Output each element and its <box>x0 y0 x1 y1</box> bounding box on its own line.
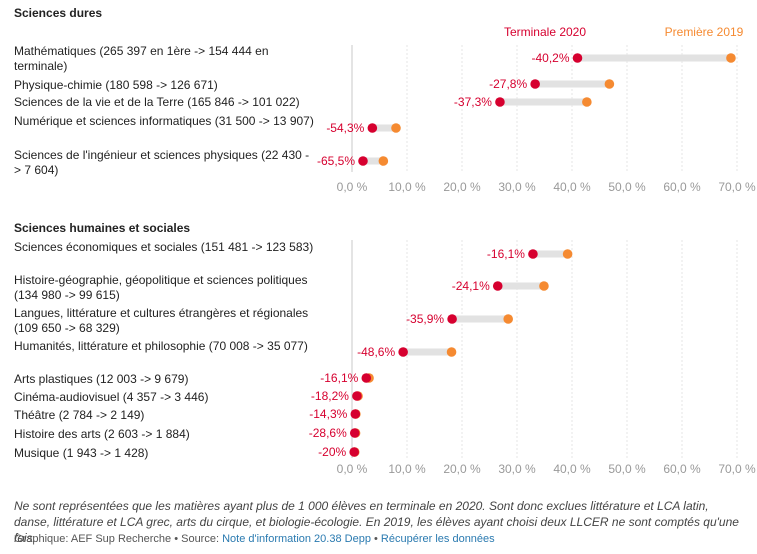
change-label: -18,2% <box>311 389 349 403</box>
row-label: Sciences de l'ingénieur et sciences phys… <box>14 148 310 177</box>
row-label: Humanités, littérature et philosophie (7… <box>14 339 308 353</box>
download-data-link[interactable]: Récupérer les données <box>380 533 495 545</box>
row-label: Cinéma-audiovisuel (4 357 -> 3 446) <box>14 390 209 404</box>
change-label: -27,8% <box>489 77 527 91</box>
change-label: -16,1% <box>320 371 358 385</box>
row-label: Physique-chimie (180 598 -> 126 671) <box>14 78 218 92</box>
legend-premiere: Première 2019 <box>665 25 744 39</box>
row-label: Mathématiques (265 397 en 1ère -> 154 44… <box>14 44 269 73</box>
change-label: -48,6% <box>357 345 395 359</box>
dot-terminale-2020 <box>447 314 457 324</box>
x-tick-label: 50,0 % <box>608 180 646 194</box>
change-label: -40,2% <box>531 51 569 65</box>
dot-terminale-2020 <box>358 156 368 166</box>
x-tick-label: 20,0 % <box>443 462 481 476</box>
dot-terminale-2020 <box>352 391 362 401</box>
x-tick-label: 60,0 % <box>663 180 701 194</box>
dot-premiere-2019 <box>378 156 389 166</box>
x-tick-label: 30,0 % <box>498 462 536 476</box>
dot-terminale-2020 <box>361 373 372 383</box>
dot-premiere-2019 <box>726 53 736 63</box>
dumbbell-chart: Terminale 2020 Première 2019 0,0 % 10,0 %… <box>309 25 756 476</box>
x-tick-label: 40,0 % <box>553 180 591 194</box>
change-label: -54,3% <box>326 121 364 135</box>
section-title-sciences-dures: Sciences dures <box>14 6 103 20</box>
credit-line: Graphique: AEF Sup Recherche • Source: N… <box>14 533 495 545</box>
change-label: -16,1% <box>487 247 525 261</box>
dot-terminale-2020 <box>572 53 583 63</box>
dot-terminale-2020 <box>349 447 360 457</box>
x-tick-label: 40,0 % <box>553 462 591 476</box>
change-label: -24,1% <box>452 279 490 293</box>
change-label: -65,5% <box>317 154 355 168</box>
x-tick-label: 10,0 % <box>388 180 426 194</box>
credit-prefix: Graphique: AEF Sup Recherche • Source: <box>14 533 223 545</box>
change-label: -35,9% <box>406 312 444 326</box>
section-title-sciences-humaines: Sciences humaines et sociales <box>14 221 191 235</box>
credit-separator: • <box>370 533 381 545</box>
row-label: Histoire des arts (2 603 -> 1 884) <box>14 427 190 441</box>
dot-premiere-2019 <box>562 249 573 259</box>
change-label: -14,3% <box>309 407 347 421</box>
dot-premiere-2019 <box>446 347 457 357</box>
x-tick-label: 70,0 % <box>718 462 756 476</box>
dot-terminale-2020 <box>528 249 538 259</box>
dot-premiere-2019 <box>503 314 513 324</box>
row-label: Sciences économiques et sociales (151 48… <box>14 240 314 254</box>
source-link[interactable]: Note d'information 20.38 Depp <box>222 533 371 545</box>
x-tick-label: 50,0 % <box>608 462 646 476</box>
footnote: Ne sont représentées que les matières ay… <box>14 499 739 545</box>
change-label: -28,6% <box>309 426 347 440</box>
row-label: Théâtre (2 784 -> 2 149) <box>14 408 145 422</box>
dot-terminale-2020 <box>349 428 360 438</box>
dot-premiere-2019 <box>582 97 592 107</box>
change-label: -20% <box>318 445 346 459</box>
dot-terminale-2020 <box>492 281 503 291</box>
dot-terminale-2020 <box>530 79 540 89</box>
x-tick-label: 70,0 % <box>718 180 756 194</box>
x-tick-label: 0,0 % <box>337 462 368 476</box>
dot-premiere-2019 <box>539 281 549 291</box>
dot-premiere-2019 <box>604 79 615 89</box>
legend-terminale: Terminale 2020 <box>504 25 586 39</box>
row-label: Sciences de la vie et de la Terre (165 8… <box>14 95 300 109</box>
x-tick-label: 30,0 % <box>498 180 536 194</box>
dot-terminale-2020 <box>350 409 361 419</box>
x-tick-label: 60,0 % <box>663 462 701 476</box>
dot-terminale-2020 <box>367 123 378 133</box>
x-tick-label: 20,0 % <box>443 180 481 194</box>
row-label: Arts plastiques (12 003 -> 9 679) <box>14 372 189 386</box>
dot-terminale-2020 <box>398 347 408 357</box>
row-label: Musique (1 943 -> 1 428) <box>14 446 149 460</box>
dot-premiere-2019 <box>391 123 401 133</box>
dot-terminale-2020 <box>495 97 505 107</box>
row-label: Histoire-géographie, géopolitique et sci… <box>14 273 308 302</box>
row-label: Langues, littérature et cultures étrangè… <box>14 306 309 335</box>
x-tick-label: 0,0 % <box>337 180 368 194</box>
change-label: -37,3% <box>454 95 492 109</box>
x-tick-label: 10,0 % <box>388 462 426 476</box>
row-label: Numérique et sciences informatiques (31 … <box>14 114 314 128</box>
